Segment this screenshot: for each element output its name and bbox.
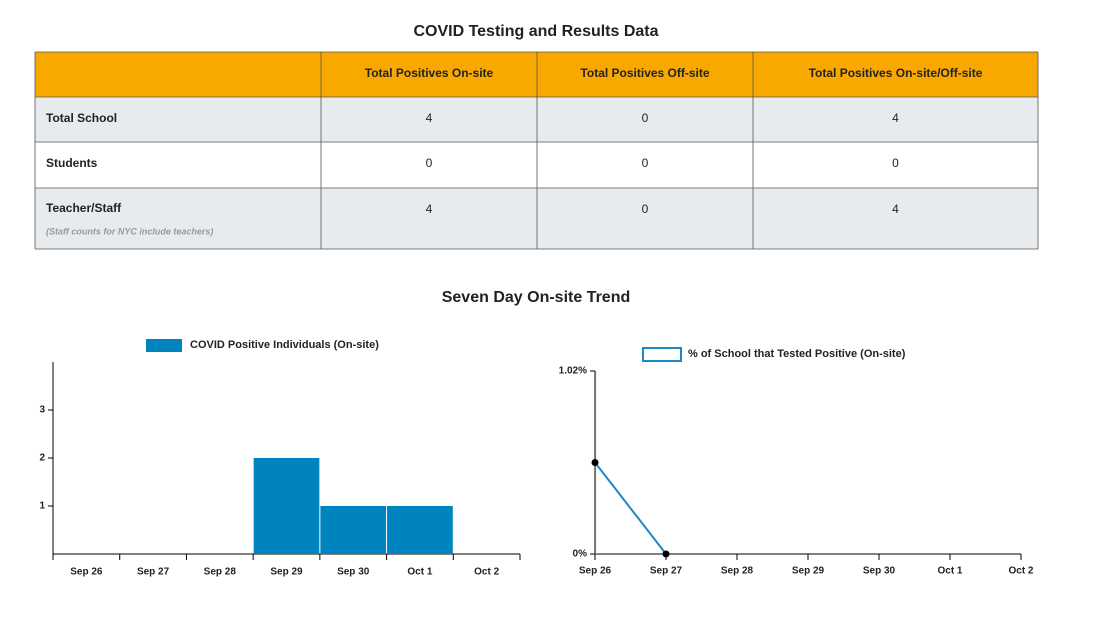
cell: 4 [892,202,899,216]
x-tick-label: Oct 1 [937,566,962,577]
column-header: Total Positives On-site/Off-site [809,66,983,80]
x-tick-label: Sep 28 [721,566,754,577]
bar [253,458,320,554]
x-tick-label: Sep 27 [650,566,683,577]
table-title: COVID Testing and Results Data [413,23,658,40]
cell: 0 [642,202,649,216]
x-tick-label: Sep 26 [70,567,103,578]
row-label: Teacher/Staff [46,201,122,215]
x-tick-label: Sep 29 [270,567,303,578]
cell: 4 [426,111,433,125]
legend-label: % of School that Tested Positive (On-sit… [688,348,906,360]
y-tick-label: 3 [39,405,45,416]
y-tick-label: 0% [573,549,588,560]
cell: 0 [642,156,649,170]
table-row [35,188,1038,249]
legend-swatch [146,339,182,352]
column-header: Total Positives Off-site [580,66,709,80]
legend-label: COVID Positive Individuals (On-site) [190,339,379,351]
cell: 0 [892,156,899,170]
column-header: Total Positives On-site [365,66,494,80]
x-tick-label: Sep 30 [863,566,896,577]
x-tick-label: Oct 1 [407,567,432,578]
cell: 0 [426,156,433,170]
x-tick-label: Sep 26 [579,566,612,577]
x-tick-label: Sep 29 [792,566,825,577]
y-tick-label: 1.02% [559,366,587,377]
row-label: Total School [46,111,117,125]
table-row [35,97,1038,142]
bar [320,506,387,554]
cell: 4 [426,202,433,216]
row-note: (Staff counts for NYC include teachers) [46,226,213,236]
table-header [35,52,1038,97]
cell: 4 [892,111,899,125]
legend-swatch [642,347,682,362]
trend-title: Seven Day On-site Trend [442,289,631,306]
y-tick-label: 1 [39,501,45,512]
bar [387,506,453,554]
point [662,550,670,558]
x-tick-label: Oct 2 [1008,566,1033,577]
x-tick-label: Oct 2 [474,567,499,578]
table-row [35,142,1038,188]
point [591,459,599,466]
y-tick-label: 2 [39,453,45,464]
line [594,461,667,555]
row-label: Students [46,156,98,170]
x-tick-label: Sep 30 [337,567,370,578]
x-tick-label: Sep 28 [204,567,237,578]
cell: 0 [642,111,649,125]
x-tick-label: Sep 27 [137,567,170,578]
